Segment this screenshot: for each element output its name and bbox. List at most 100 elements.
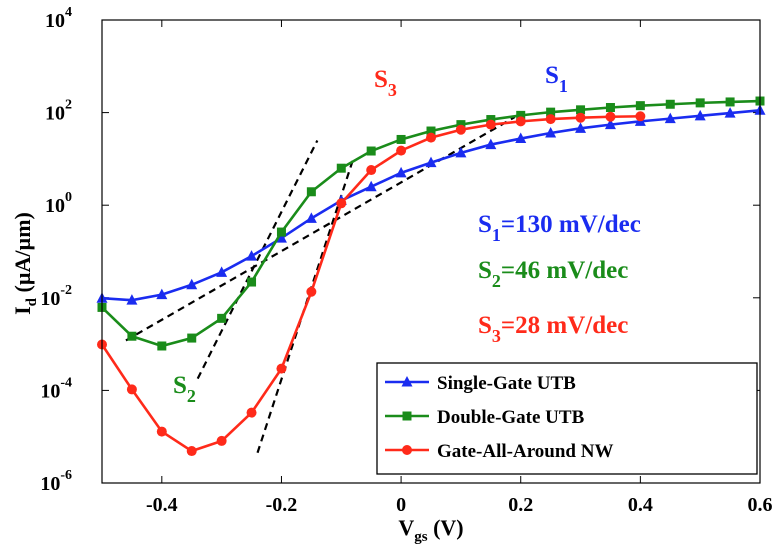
series-1 (96, 104, 766, 305)
data-point (605, 103, 615, 113)
data-point (515, 116, 526, 127)
y-tick-label: 10-2 (40, 283, 72, 310)
legend: Single-Gate UTB Double-Gate UTB Gate-All-A… (376, 362, 758, 475)
slope-label-s3: S3 (374, 66, 397, 100)
data-point (157, 341, 167, 351)
legend-marker (402, 411, 412, 421)
legend-label: Single-Gate UTB (437, 373, 576, 394)
data-point (186, 446, 197, 457)
data-point (366, 146, 376, 156)
x-tick-label: -0.2 (266, 494, 298, 516)
x-tick-label: -0.4 (146, 494, 178, 516)
data-point (426, 126, 436, 136)
data-point (395, 166, 407, 178)
x-tick-label: 0.2 (508, 494, 533, 516)
legend-label: Gate-All-Around NW (437, 441, 613, 462)
data-point (486, 115, 496, 125)
y-tick-label: 104 (45, 5, 72, 32)
data-point (455, 146, 467, 158)
data-point (127, 331, 137, 341)
data-point (724, 107, 736, 118)
y-tick-label: 10-4 (40, 375, 72, 402)
x-tick-label: 0.4 (628, 494, 653, 516)
data-point (455, 124, 466, 135)
data-point (516, 110, 526, 120)
legend-entry: Double-Gate UTB (385, 407, 585, 428)
legend-entry: Gate-All-Around NW (385, 441, 613, 462)
data-point (156, 426, 167, 437)
data-point (605, 111, 616, 122)
data-point (366, 165, 377, 176)
slope-annotation: S3=28 mV/dec (478, 312, 628, 346)
data-point (665, 99, 675, 109)
y-tick-label: 10-6 (40, 468, 72, 495)
data-point (365, 180, 377, 192)
data-point (575, 112, 586, 123)
data-point (725, 97, 735, 107)
data-point (695, 98, 705, 108)
data-point (635, 111, 646, 122)
data-point (425, 156, 437, 168)
data-point (336, 163, 346, 173)
x-tick-labels: -0.4 -0.2 0 0.2 0.4 0.6 (146, 494, 773, 516)
slope-annotation: S1=130 mV/dec (478, 211, 641, 245)
data-point (336, 198, 347, 209)
data-point (187, 333, 197, 343)
data-point (186, 278, 198, 290)
legend-entry: Single-Gate UTB (385, 373, 576, 394)
data-point (156, 288, 168, 300)
series-2 (97, 96, 765, 351)
data-point (456, 120, 466, 130)
data-point (216, 435, 227, 446)
data-point (246, 250, 258, 261)
slope-annotation: S2=46 mV/dec (478, 257, 628, 291)
data-point (604, 118, 616, 130)
y-tick-labels: 10-6 10-4 10-2 100 102 104 (40, 5, 72, 495)
data-point (575, 122, 587, 133)
x-axis-label: Vgs (V) (398, 515, 463, 545)
plot-frame (101, 19, 761, 484)
data-point (635, 101, 645, 111)
data-point (305, 212, 317, 223)
slope-line-s3 (256, 158, 355, 454)
data-point (485, 119, 496, 130)
data-point (485, 138, 497, 150)
data-point (246, 407, 257, 418)
slope-line-s2 (196, 139, 319, 380)
legend-marker (401, 376, 413, 387)
data-point (545, 114, 556, 125)
data-point (306, 187, 316, 197)
data-point (515, 132, 527, 144)
slope-label-s1: S1 (545, 62, 568, 96)
data-point (276, 227, 286, 237)
data-point (216, 266, 228, 277)
data-point (694, 109, 706, 121)
series-group (96, 96, 766, 457)
data-point (306, 286, 317, 297)
legend-box (376, 362, 758, 475)
data-point (545, 126, 557, 138)
legend-label: Double-Gate UTB (437, 407, 585, 428)
x-tick-label: 0.6 (748, 494, 773, 516)
slope-lines (125, 116, 516, 454)
series-3 (97, 111, 646, 457)
data-point (217, 313, 227, 323)
data-point (426, 132, 436, 143)
y-tick-label: 100 (45, 190, 72, 217)
slope-line-labels: S1 S2 S3 (173, 62, 568, 406)
x-tick-label: 0 (396, 494, 406, 516)
data-point (396, 145, 407, 156)
data-point (126, 294, 138, 305)
slope-label-s2: S2 (173, 372, 196, 406)
data-point (546, 107, 556, 117)
data-point (276, 363, 287, 374)
data-point (247, 277, 257, 287)
data-point (576, 105, 586, 115)
data-point (664, 112, 676, 124)
slope-line-s1 (125, 116, 516, 342)
y-axis-label: Id (µA/µm) (10, 212, 40, 315)
y-tick-label: 102 (45, 98, 72, 125)
legend-marker (402, 445, 412, 455)
data-point (275, 232, 287, 243)
